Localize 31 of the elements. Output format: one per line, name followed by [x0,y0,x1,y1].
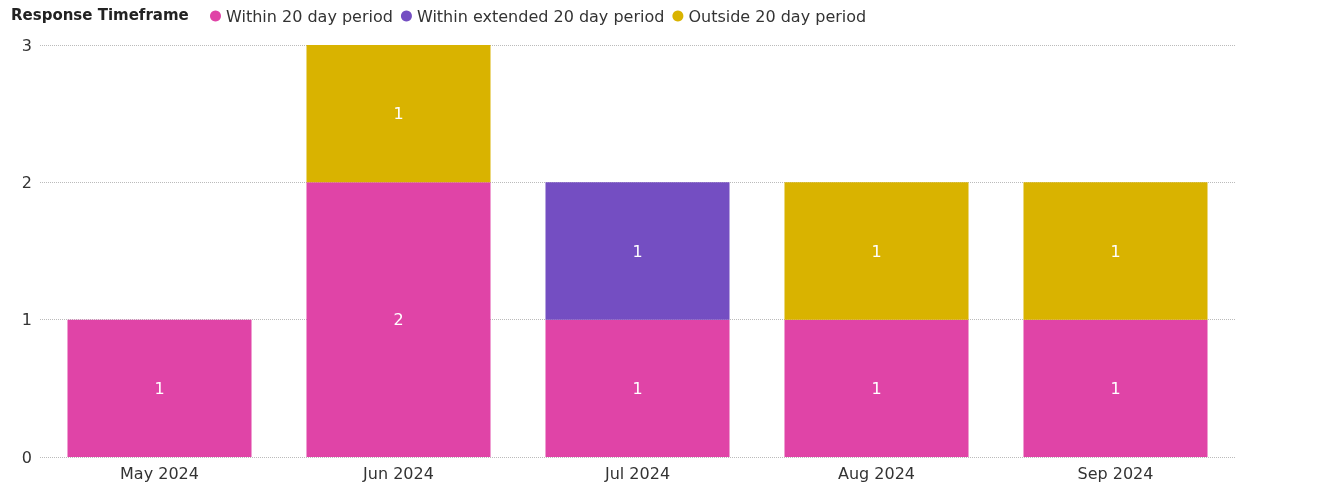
legend-title: Response Timeframe [11,5,189,24]
bar [306,45,491,183]
data-label: 1 [1110,378,1121,398]
bar [306,182,491,457]
y-tick-label: 1 [21,310,32,330]
x-tick-label: Aug 2024 [837,463,916,483]
bar [784,182,969,320]
bar [1023,319,1208,457]
x-tick-label: May 2024 [120,463,199,483]
x-tick-label: Jun 2024 [362,463,434,483]
bar [784,319,969,457]
data-label: 1 [393,104,404,124]
y-tick-label: 3 [21,35,32,55]
data-label: 1 [871,378,882,398]
x-tick-label: Sep 2024 [1077,463,1154,483]
legend-label: Within 20 day period [226,6,393,26]
bar [1023,182,1208,320]
data-label: 1 [632,241,643,261]
bar [545,319,730,457]
legend-label: Within extended 20 day period [416,6,665,26]
data-label: 1 [154,378,165,398]
bar [545,182,730,320]
x-tick-label: Jul 2024 [603,463,671,483]
legend-label: Outside 20 day period [688,6,867,26]
y-tick-label: 0 [21,447,32,467]
data-label: 1 [1110,241,1121,261]
data-label: 1 [871,241,882,261]
y-tick-label: 2 [21,172,32,192]
bar [67,319,252,457]
data-label: 1 [632,378,643,398]
data-label: 2 [393,310,404,330]
